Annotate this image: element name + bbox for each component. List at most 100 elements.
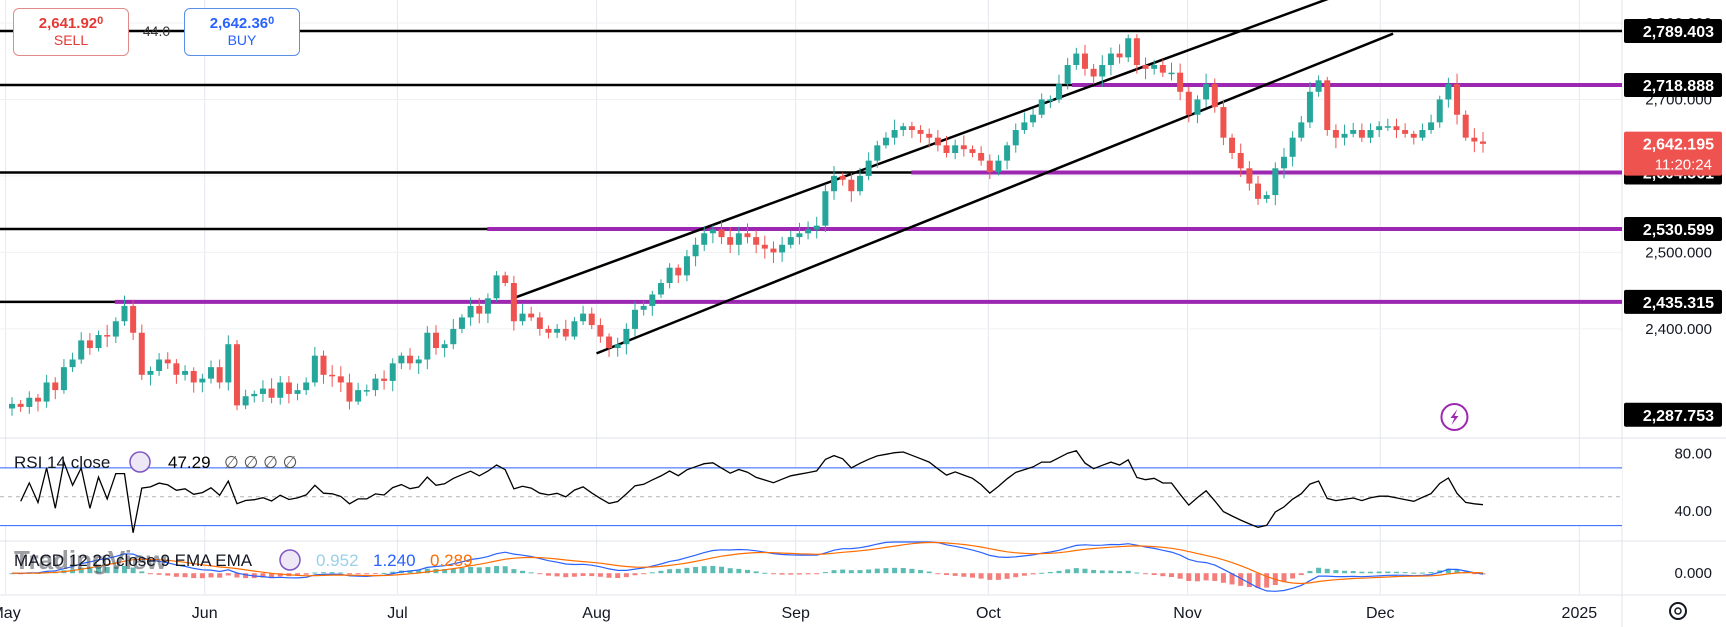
macd-histogram-bar	[243, 573, 249, 579]
candle-up	[1350, 130, 1357, 134]
candle-up	[831, 175, 838, 192]
candle-down	[1462, 114, 1469, 138]
candle-down	[839, 175, 846, 180]
macd-histogram-bar	[1134, 572, 1140, 574]
candle-down	[1159, 65, 1166, 73]
macd-histogram-bar	[675, 568, 681, 574]
macd-histogram-bar	[1454, 569, 1460, 574]
macd-histogram-bar	[1411, 572, 1417, 574]
candle-down	[1410, 133, 1417, 138]
macd-histogram-bar	[1402, 572, 1408, 574]
candle-up	[363, 390, 370, 392]
macd-histogram-bar	[1125, 570, 1131, 574]
candle-down	[1116, 53, 1123, 58]
macd-histogram-bar	[485, 567, 491, 574]
candle-down	[502, 275, 509, 284]
macd-title: MACD 12 26 close 9 EMA EMA	[14, 551, 253, 570]
lightning-glyph	[1450, 409, 1459, 425]
macd-histogram-bar	[520, 570, 526, 574]
macd-histogram-bar	[1108, 570, 1114, 574]
candle-down	[1142, 65, 1149, 69]
macd-histogram-bar	[459, 567, 465, 574]
candle-up	[441, 344, 448, 349]
candle-up	[856, 175, 863, 192]
macd-histogram-bar	[1246, 573, 1252, 588]
macd-histogram-bar	[961, 573, 967, 577]
candle-up	[1298, 122, 1305, 138]
macd-histogram-bar	[1203, 573, 1209, 581]
candle-up	[1384, 126, 1391, 128]
macd-histogram-bar	[312, 572, 318, 574]
candle-up	[1073, 53, 1080, 66]
candle-down	[943, 145, 950, 153]
candle-up	[813, 225, 820, 230]
candle-up	[874, 145, 881, 161]
macd-histogram-bar	[191, 573, 197, 579]
macd-histogram-bar	[78, 567, 84, 574]
macd-histogram-bar	[649, 572, 655, 574]
candle-up	[891, 130, 898, 138]
candle-down	[744, 233, 751, 238]
macd-value-3: 0.289	[430, 551, 473, 570]
macd-value-1: 0.952	[316, 551, 359, 570]
macd-histogram-bar	[1047, 571, 1053, 574]
candle-up	[225, 344, 232, 383]
candle-up	[1376, 126, 1383, 131]
candle-down	[1229, 137, 1236, 153]
candle-up	[1099, 65, 1106, 77]
macd-histogram-bar	[727, 568, 733, 574]
macd-histogram-bar	[381, 572, 387, 574]
level-price-text: 2,435.315	[1643, 295, 1714, 312]
candle-up	[467, 305, 474, 318]
time-axis-label: Nov	[1173, 605, 1201, 622]
candle-down	[1220, 107, 1227, 138]
macd-histogram-bar	[1151, 573, 1157, 576]
candle-up	[242, 396, 249, 406]
candle-down	[727, 237, 734, 245]
macd-histogram-bar	[944, 573, 950, 576]
macd-visibility-icon[interactable]	[279, 549, 301, 571]
candle-up	[69, 359, 76, 368]
candle-up	[796, 233, 803, 238]
time-axis-label: May	[0, 605, 21, 622]
candle-up	[147, 370, 154, 375]
settings-icon[interactable]	[1669, 602, 1687, 620]
time-axis-label: 2025	[1562, 605, 1598, 622]
candle-up	[666, 267, 673, 284]
macd-histogram-bar	[1419, 572, 1425, 574]
macd-histogram-bar	[710, 565, 716, 574]
macd-histogram-bar	[121, 565, 127, 574]
candle-up	[1125, 38, 1132, 58]
candle-up	[554, 328, 561, 333]
visibility-toggle-icon[interactable]	[129, 451, 151, 473]
macd-histogram-bar	[918, 570, 924, 574]
macd-histogram-bar	[407, 570, 413, 574]
macd-histogram-bar	[277, 573, 283, 577]
candle-up	[398, 355, 405, 364]
macd-histogram-bar	[805, 573, 811, 575]
candle-down	[1133, 38, 1140, 66]
level-price-text: 2,789.403	[1643, 24, 1714, 41]
candle-up	[1367, 130, 1374, 138]
macd-histogram-bar	[355, 573, 361, 575]
candle-up	[458, 317, 465, 329]
macd-histogram-bar	[745, 569, 750, 574]
candle-down	[337, 376, 344, 383]
candle-down	[104, 335, 111, 337]
macd-histogram-bar	[658, 570, 664, 574]
macd-histogram-bar	[303, 573, 309, 575]
macd-histogram-bar	[831, 570, 837, 574]
candle-down	[536, 317, 543, 329]
candle-down	[1081, 53, 1088, 69]
buy-button[interactable]: 2,642.360 BUY	[184, 8, 300, 56]
macd-histogram-bar	[234, 573, 240, 578]
macd-histogram-bar	[468, 567, 474, 574]
current-price-label	[1624, 131, 1722, 176]
macd-histogram-bar	[995, 573, 1001, 580]
candle-up	[311, 355, 318, 383]
candle-down	[588, 313, 595, 326]
candle-up	[614, 344, 621, 349]
candle-up	[1030, 114, 1037, 123]
sell-button[interactable]: 2,641.920 SELL	[13, 8, 129, 56]
